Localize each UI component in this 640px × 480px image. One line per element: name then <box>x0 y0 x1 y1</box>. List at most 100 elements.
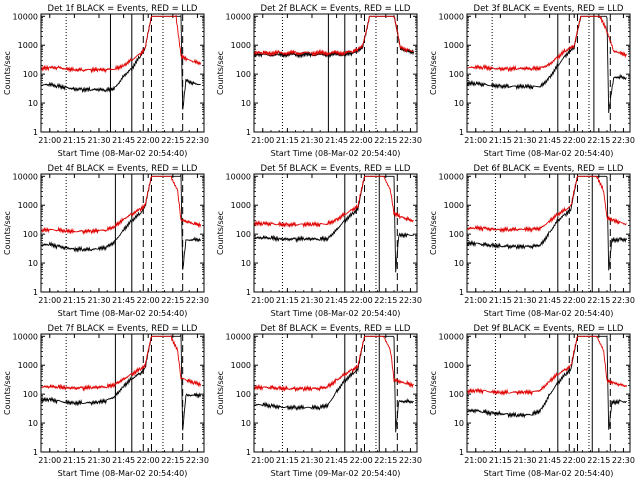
chart-title: Det 7f BLACK = Events, RED = LLD <box>48 324 198 334</box>
x-axis-label: Start Time (08-Mar-02 20:54:40) <box>58 469 188 478</box>
x-tick-label: 22:30 <box>186 456 209 465</box>
y-tick-label: 10000 <box>13 12 38 21</box>
plot-frame <box>466 173 631 293</box>
lld-series-line <box>467 335 628 397</box>
chart-panel-6f: Det 6f BLACK = Events, RED = LLD Counts/s… <box>429 164 635 318</box>
y-tick-label: 100 <box>449 230 464 239</box>
y-tick-label: 1000 <box>444 201 464 210</box>
x-tick-label: 22:00 <box>563 136 586 145</box>
chart-panel-2f: Det 2f BLACK = Events, RED = LLD Counts/s… <box>216 4 422 158</box>
x-tick-label: 21:45 <box>112 456 135 465</box>
y-tick-label: 10000 <box>226 12 251 21</box>
x-tick-label: 21:00 <box>251 456 274 465</box>
x-tick-label: 22:00 <box>350 296 373 305</box>
plot-frame <box>253 13 418 133</box>
y-tick-label: 1 <box>459 288 464 297</box>
x-tick-label: 22:15 <box>587 136 610 145</box>
x-tick-label: 22:15 <box>587 456 610 465</box>
x-tick-label: 21:15 <box>489 456 512 465</box>
x-tick-label: 22:15 <box>374 456 397 465</box>
chart-title: Det 4f BLACK = Events, RED = LLD <box>48 164 198 174</box>
lld-series-line <box>467 175 627 234</box>
plot-frame <box>466 333 631 453</box>
y-tick-label: 1000 <box>231 41 251 50</box>
x-tick-label: 22:30 <box>186 296 209 305</box>
x-axis-label: Start Time (08-Mar-02 20:54:40) <box>58 309 188 318</box>
x-tick-label: 21:15 <box>63 296 86 305</box>
x-tick-label: 22:00 <box>137 456 160 465</box>
x-tick-label: 22:00 <box>137 296 160 305</box>
x-tick-label: 22:15 <box>374 136 397 145</box>
y-tick-label: 10 <box>28 259 38 268</box>
y-tick-label: 10000 <box>13 332 38 341</box>
x-tick-label: 22:00 <box>563 456 586 465</box>
y-axis-label: Counts/sec <box>3 51 12 95</box>
x-tick-label: 21:00 <box>464 136 487 145</box>
x-tick-label: 21:45 <box>538 136 561 145</box>
x-tick-label: 21:45 <box>325 136 348 145</box>
y-tick-label: 100 <box>449 390 464 399</box>
y-axis-label: Counts/sec <box>429 211 438 255</box>
x-axis-label: Start Time (08-Mar-02 20:54:40) <box>484 309 614 318</box>
y-axis-label: Counts/sec <box>216 51 225 95</box>
y-tick-label: 10000 <box>439 172 464 181</box>
y-axis-label: Counts/sec <box>3 211 12 255</box>
x-tick-label: 22:30 <box>399 456 422 465</box>
x-tick-label: 21:30 <box>300 296 323 305</box>
chart-title: Det 8f BLACK = Events, RED = LLD <box>261 324 411 334</box>
y-tick-label: 10 <box>454 419 464 428</box>
x-tick-label: 21:30 <box>513 296 536 305</box>
y-tick-label: 10000 <box>226 332 251 341</box>
x-tick-label: 21:30 <box>513 456 536 465</box>
x-axis-label: Start Time (09-Mar-02 20:54:40) <box>271 469 401 478</box>
y-tick-label: 10000 <box>439 332 464 341</box>
y-tick-label: 1 <box>33 128 38 137</box>
x-tick-label: 21:15 <box>63 456 86 465</box>
lld-series-line <box>254 15 414 58</box>
x-tick-label: 21:00 <box>251 296 274 305</box>
y-tick-label: 1 <box>459 448 464 457</box>
x-tick-label: 22:30 <box>612 136 635 145</box>
chart-title: Det 2f BLACK = Events, RED = LLD <box>261 4 411 14</box>
y-tick-label: 1 <box>246 128 251 137</box>
plot-frame <box>40 173 205 293</box>
x-tick-label: 21:00 <box>464 296 487 305</box>
chart-title: Det 5f BLACK = Events, RED = LLD <box>261 164 411 174</box>
y-tick-label: 10 <box>241 419 251 428</box>
y-tick-label: 1 <box>33 288 38 297</box>
chart-title: Det 9f BLACK = Events, RED = LLD <box>474 324 624 334</box>
events-series-line <box>467 335 627 430</box>
y-tick-label: 10000 <box>13 172 38 181</box>
chart-title: Det 3f BLACK = Events, RED = LLD <box>474 4 624 14</box>
x-tick-label: 21:30 <box>87 296 110 305</box>
x-tick-label: 21:15 <box>63 136 86 145</box>
y-tick-label: 10 <box>241 259 251 268</box>
x-tick-label: 21:45 <box>112 136 135 145</box>
x-tick-label: 21:45 <box>538 296 561 305</box>
x-tick-label: 21:00 <box>464 456 487 465</box>
x-tick-label: 22:00 <box>350 136 373 145</box>
x-tick-label: 21:45 <box>112 296 135 305</box>
x-tick-label: 22:15 <box>161 296 184 305</box>
y-axis-label: Counts/sec <box>3 371 12 415</box>
x-tick-label: 21:30 <box>87 456 110 465</box>
x-tick-label: 22:30 <box>399 296 422 305</box>
y-tick-label: 100 <box>23 230 38 239</box>
lld-series-line <box>41 175 202 236</box>
lld-series-line <box>467 15 628 73</box>
x-axis-label: Start Time (08-Mar-02 20:54:40) <box>484 149 614 158</box>
x-tick-label: 22:00 <box>563 296 586 305</box>
events-series-line <box>254 175 414 273</box>
x-tick-label: 21:15 <box>276 296 299 305</box>
x-tick-label: 21:45 <box>538 456 561 465</box>
events-series-line <box>254 335 414 433</box>
x-tick-label: 21:45 <box>325 296 348 305</box>
y-axis-label: Counts/sec <box>429 371 438 415</box>
y-tick-label: 10 <box>241 99 251 108</box>
y-tick-label: 1000 <box>18 201 38 210</box>
chart-panel-4f: Det 4f BLACK = Events, RED = LLD Counts/s… <box>3 164 209 318</box>
y-tick-label: 100 <box>23 390 38 399</box>
plot-frame <box>40 13 205 133</box>
x-tick-label: 21:00 <box>38 296 61 305</box>
x-tick-label: 21:30 <box>300 136 323 145</box>
